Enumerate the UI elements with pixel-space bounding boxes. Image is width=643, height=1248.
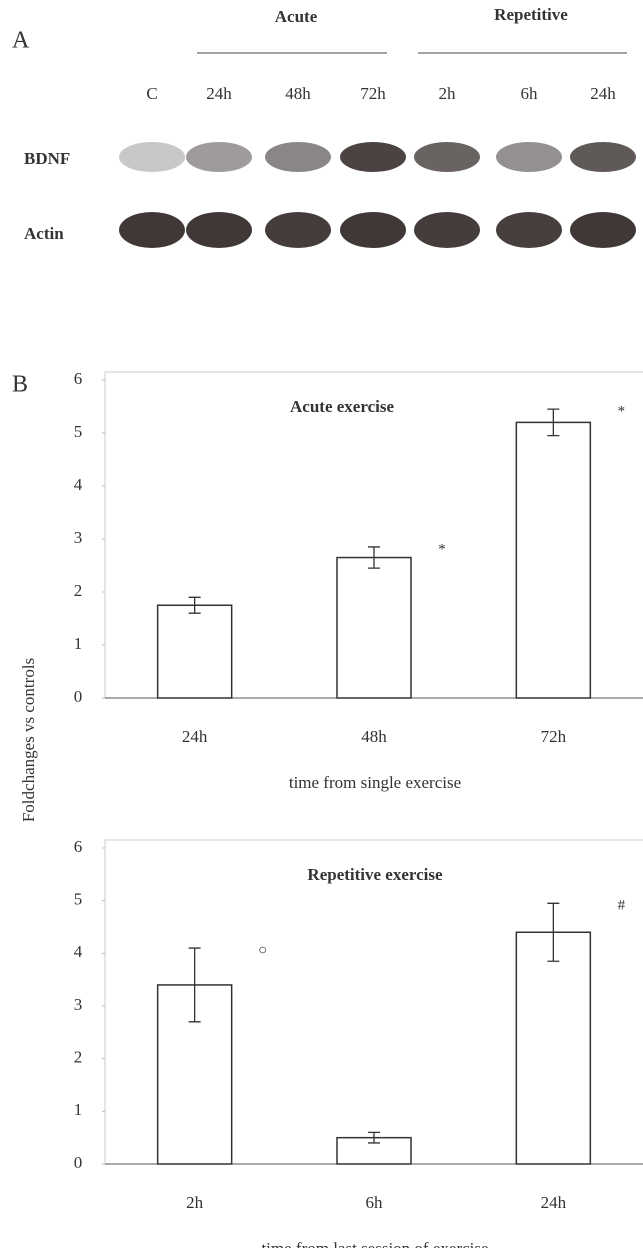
lane-label: C <box>146 84 157 103</box>
blot-band <box>119 212 185 248</box>
annotation: * <box>438 541 446 557</box>
y-axis-label: Foldchanges vs controls <box>19 658 38 822</box>
lane-label: 6h <box>521 84 539 103</box>
blot-band <box>414 142 480 172</box>
y-tick-label: 4 <box>74 942 83 961</box>
lane-label: 24h <box>206 84 232 103</box>
x-tick-label: 72h <box>541 727 567 746</box>
blot-band <box>265 142 331 172</box>
group-label: Repetitive <box>494 5 568 24</box>
x-axis-label: time from single exercise <box>289 773 461 792</box>
bar <box>516 422 590 698</box>
blot-band <box>496 212 562 248</box>
annotation: * <box>618 404 626 420</box>
y-tick-label: 1 <box>74 1100 83 1119</box>
group-label: Acute <box>275 7 318 26</box>
y-tick-label: 5 <box>74 890 83 909</box>
lane-label: 24h <box>590 84 616 103</box>
panel-label: A <box>12 28 30 54</box>
bar <box>516 932 590 1164</box>
x-tick-label: 24h <box>541 1193 567 1212</box>
annotation: # <box>618 898 626 914</box>
row-label: BDNF <box>24 149 70 168</box>
blot-band <box>570 142 636 172</box>
y-tick-label: 0 <box>74 687 83 706</box>
page: {"panel_a": {"label": "A", "groups": ["A… <box>0 0 643 1248</box>
y-tick-label: 4 <box>74 475 83 494</box>
y-tick-label: 6 <box>74 369 83 388</box>
y-tick-label: 2 <box>74 581 83 600</box>
blot-band <box>414 212 480 248</box>
panel-label: B <box>12 372 28 398</box>
x-tick-label: 6h <box>366 1193 384 1212</box>
y-tick-label: 3 <box>74 995 83 1014</box>
bar <box>337 558 411 698</box>
blot-band <box>340 142 406 172</box>
lane-label: 2h <box>439 84 457 103</box>
row-label: Actin <box>24 224 64 243</box>
blot-band <box>570 212 636 248</box>
y-tick-label: 0 <box>74 1153 83 1172</box>
y-tick-label: 1 <box>74 634 83 653</box>
blot-band <box>119 142 185 172</box>
blot-band <box>265 212 331 248</box>
bar <box>158 605 232 698</box>
lane-label: 48h <box>285 84 311 103</box>
blot-band <box>186 212 252 248</box>
y-tick-label: 3 <box>74 528 83 547</box>
y-tick-label: 2 <box>74 1048 83 1067</box>
chart-title: Repetitive exercise <box>307 865 443 884</box>
annotation: ○ <box>258 943 267 959</box>
x-tick-label: 2h <box>186 1193 204 1212</box>
x-tick-label: 24h <box>182 727 208 746</box>
figure: A Acute Repetitive BDNF Actin B Foldchan… <box>0 0 643 1248</box>
x-tick-label: 48h <box>361 727 387 746</box>
blot-band <box>496 142 562 172</box>
blot-band <box>340 212 406 248</box>
blot-band <box>186 142 252 172</box>
chart-title: Acute exercise <box>290 397 394 416</box>
y-tick-label: 5 <box>74 422 83 441</box>
y-tick-label: 6 <box>74 837 83 856</box>
x-axis-label: time from last session of exercise <box>261 1239 488 1248</box>
lane-label: 72h <box>360 84 386 103</box>
